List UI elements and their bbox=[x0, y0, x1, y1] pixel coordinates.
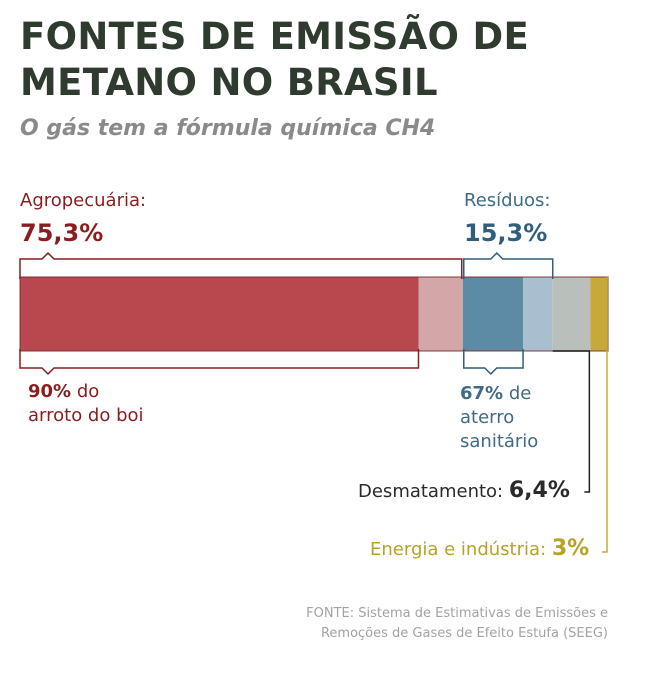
agro-bracket-bottom bbox=[19, 349, 420, 376]
desm-value: 6,4% bbox=[508, 478, 570, 503]
bar-energ bbox=[590, 277, 608, 351]
energ-label: Energia e indústria: 3% bbox=[370, 536, 589, 561]
energ-name: Energia e indústria: bbox=[370, 539, 552, 560]
title-line-1: FONTES DE EMISSÃO DE bbox=[20, 15, 530, 58]
agro-sub-pct: 90% bbox=[28, 381, 72, 402]
agro-sub-note: 90% do arroto do boi bbox=[28, 380, 144, 428]
agro-label: Agropecuária: bbox=[20, 190, 147, 211]
bar-agro-main bbox=[20, 277, 419, 351]
agro-bracket-top bbox=[19, 251, 463, 279]
bar-desm bbox=[552, 277, 591, 351]
res-sub-pct: 67% bbox=[460, 383, 504, 404]
desm-leader bbox=[552, 350, 591, 493]
desm-label: Desmatamento: 6,4% bbox=[358, 478, 570, 503]
bar-outline bbox=[19, 276, 609, 352]
title-line-2: METANO NO BRASIL bbox=[20, 61, 438, 104]
agro-value: 75,3% bbox=[20, 219, 104, 247]
energ-leader bbox=[602, 277, 608, 553]
res-label: Resíduos: bbox=[464, 190, 551, 211]
desm-name: Desmatamento: bbox=[358, 481, 509, 502]
res-bracket-bottom bbox=[463, 349, 524, 376]
res-sub-text-3: sanitário bbox=[460, 431, 539, 452]
energ-value: 3% bbox=[551, 536, 590, 561]
res-sub-text-2: aterro bbox=[460, 407, 515, 428]
bar-res-main bbox=[462, 277, 524, 351]
agro-sub-text-1: do bbox=[71, 381, 100, 402]
source-line-2: Remoções de Gases de Efeito Estufa (SEEG… bbox=[320, 626, 608, 641]
bar-res-rest bbox=[523, 277, 553, 351]
source-note: FONTE: Sistema de Estimativas de Emissõe… bbox=[306, 604, 608, 644]
res-bracket-top bbox=[463, 251, 554, 279]
res-sub-text-1: de bbox=[503, 383, 532, 404]
page-title: FONTES DE EMISSÃO DE METANO NO BRASIL bbox=[20, 14, 529, 106]
agro-sub-text-2: arroto do boi bbox=[28, 405, 144, 426]
subtitle: O gás tem a fórmula química CH4 bbox=[20, 116, 436, 141]
res-value: 15,3% bbox=[464, 219, 548, 247]
bar-agro-rest bbox=[418, 277, 463, 351]
source-line-1: FONTE: Sistema de Estimativas de Emissõe… bbox=[306, 606, 608, 621]
res-sub-note: 67% de aterro sanitário bbox=[460, 382, 538, 454]
